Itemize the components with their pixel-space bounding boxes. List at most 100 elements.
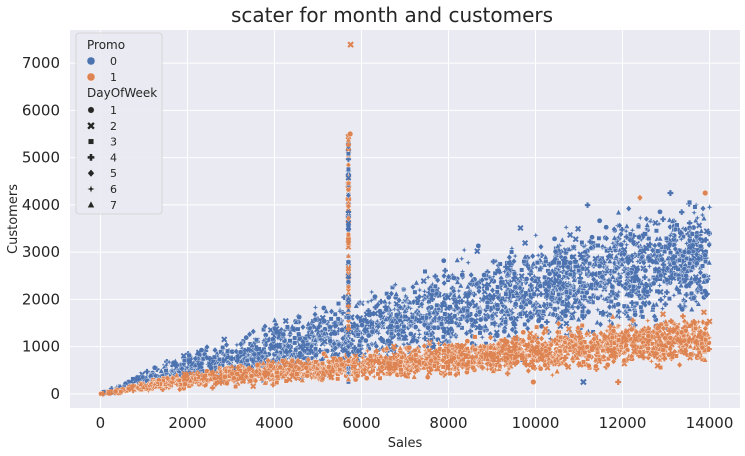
data-point [645, 333, 652, 339]
data-point [243, 334, 249, 341]
data-point [520, 329, 527, 336]
data-point [646, 236, 652, 242]
data-point [237, 349, 244, 355]
data-point [489, 286, 496, 294]
data-point [702, 252, 708, 258]
data-point [506, 297, 515, 306]
data-point [660, 292, 669, 301]
data-point [224, 380, 230, 387]
data-point [247, 378, 253, 384]
data-point [426, 299, 432, 305]
data-point [660, 347, 666, 353]
data-point [346, 232, 351, 238]
data-point [558, 335, 564, 340]
data-point [655, 248, 661, 254]
data-point [551, 236, 558, 242]
data-point [556, 260, 562, 266]
data-point [571, 276, 578, 283]
data-point [687, 261, 693, 267]
data-point [151, 364, 158, 371]
data-point [413, 352, 419, 358]
data-point [501, 328, 508, 335]
data-point [246, 330, 253, 338]
data-point [472, 334, 478, 340]
data-point [633, 257, 642, 266]
data-point [424, 273, 433, 282]
data-point [579, 323, 585, 328]
legend-label-promo: 0 [110, 55, 117, 68]
data-point [321, 305, 327, 311]
data-point [425, 324, 431, 331]
data-point [655, 281, 664, 290]
data-point [679, 295, 688, 304]
data-point [339, 327, 345, 333]
data-point [221, 336, 228, 343]
data-point [217, 357, 222, 362]
data-point [642, 274, 648, 281]
data-point [546, 270, 553, 277]
x-tick-labels: 0 2000 4000 6000 8000 10000 12000 14000 [96, 414, 734, 432]
data-point [604, 362, 611, 368]
data-point [176, 378, 182, 383]
data-point [441, 272, 447, 280]
data-point [595, 243, 601, 248]
data-point [274, 380, 280, 385]
data-point [396, 310, 402, 317]
data-point [467, 328, 474, 334]
data-point [627, 231, 633, 237]
data-point [512, 284, 519, 290]
data-point [442, 329, 448, 335]
data-point [532, 263, 541, 272]
data-point [536, 302, 543, 309]
data-point [480, 326, 489, 335]
data-point [693, 326, 698, 331]
data-point [367, 296, 376, 305]
data-point [289, 358, 296, 364]
data-point [474, 248, 481, 255]
data-point [671, 260, 677, 266]
data-point [304, 372, 311, 379]
data-point [593, 279, 600, 286]
data-point [518, 311, 523, 317]
data-point [703, 337, 709, 343]
data-point [599, 273, 606, 280]
data-point [670, 291, 678, 300]
data-point [610, 328, 617, 334]
data-point [579, 240, 585, 245]
legend-marker-dayofweek [87, 106, 95, 114]
data-point [563, 320, 570, 327]
data-point [389, 331, 394, 337]
data-point [320, 361, 325, 366]
data-point [575, 225, 582, 232]
data-point [577, 279, 583, 285]
y-tick-label: 7000 [22, 54, 60, 72]
legend-label-promo: 1 [110, 71, 117, 84]
data-point [274, 370, 280, 375]
data-point [642, 267, 649, 274]
data-point [434, 302, 440, 308]
data-point [662, 301, 669, 307]
data-point [602, 295, 610, 302]
data-point [292, 335, 298, 341]
data-point [527, 299, 533, 306]
data-point [531, 291, 537, 298]
y-tick-label: 4000 [22, 196, 60, 214]
data-point [490, 258, 497, 265]
data-point [464, 283, 472, 290]
data-point [281, 337, 288, 344]
data-point [440, 325, 446, 331]
data-point [345, 259, 352, 265]
data-point [303, 364, 310, 371]
data-point [697, 243, 704, 250]
data-point [339, 361, 345, 368]
y-tick-label: 5000 [22, 149, 60, 167]
data-point [317, 335, 324, 342]
data-point [700, 278, 707, 285]
data-point [248, 373, 255, 379]
legend-marker-promo [86, 56, 96, 66]
data-point [581, 359, 586, 365]
data-point [451, 298, 458, 305]
data-point [254, 362, 261, 368]
data-point [596, 263, 603, 269]
